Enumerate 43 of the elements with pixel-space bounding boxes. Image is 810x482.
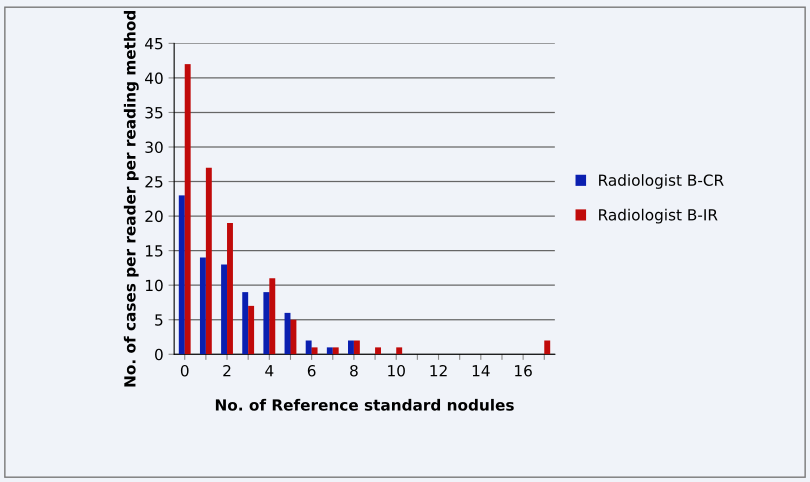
legend-label: Radiologist B-CR — [599, 174, 724, 189]
y-tick-label: 15 — [146, 245, 162, 257]
x-tick-label: 10 — [388, 364, 405, 377]
x-tick-label: 4 — [265, 365, 274, 376]
bar — [178, 195, 185, 354]
x-tick-label: 14 — [472, 365, 490, 376]
y-tick-label: 30 — [145, 141, 163, 154]
y-tick-label: 35 — [145, 106, 162, 118]
y-tick-label: 20 — [145, 210, 163, 222]
x-tick-label: 2 — [223, 364, 230, 376]
bar — [248, 306, 254, 354]
bar — [269, 278, 276, 354]
y-tick-label: 45 — [145, 38, 162, 50]
bar — [354, 340, 360, 354]
y-axis-title: No. of cases per reader per reading method — [124, 11, 139, 386]
bar — [263, 292, 270, 354]
bar — [206, 168, 212, 354]
bar — [284, 312, 290, 354]
y-tick-label: 5 — [155, 314, 162, 326]
x-tick-label: 12 — [430, 364, 447, 376]
bar — [306, 340, 312, 354]
bar — [227, 223, 233, 354]
bar — [348, 340, 354, 354]
bar — [375, 347, 381, 354]
bar — [544, 340, 550, 354]
x-tick-label: 0 — [180, 364, 189, 377]
bar — [184, 64, 191, 354]
bar — [396, 347, 402, 354]
bar — [312, 347, 318, 354]
y-tick-label: 0 — [155, 348, 163, 360]
x-tick-label: 6 — [308, 364, 316, 377]
bar — [221, 264, 228, 354]
legend-label: Radiologist B-IR — [599, 208, 718, 224]
bar — [290, 320, 296, 354]
x-axis-title: No. of Reference standard nodules — [216, 398, 514, 411]
y-tick-label: 10 — [146, 280, 163, 292]
bar — [200, 258, 206, 354]
y-tick-label: 40 — [145, 72, 163, 84]
bar — [242, 292, 248, 354]
bar — [326, 347, 333, 354]
x-tick-label: 8 — [350, 364, 358, 377]
x-tick-label: 16 — [515, 364, 532, 377]
y-tick-label: 25 — [145, 176, 162, 188]
